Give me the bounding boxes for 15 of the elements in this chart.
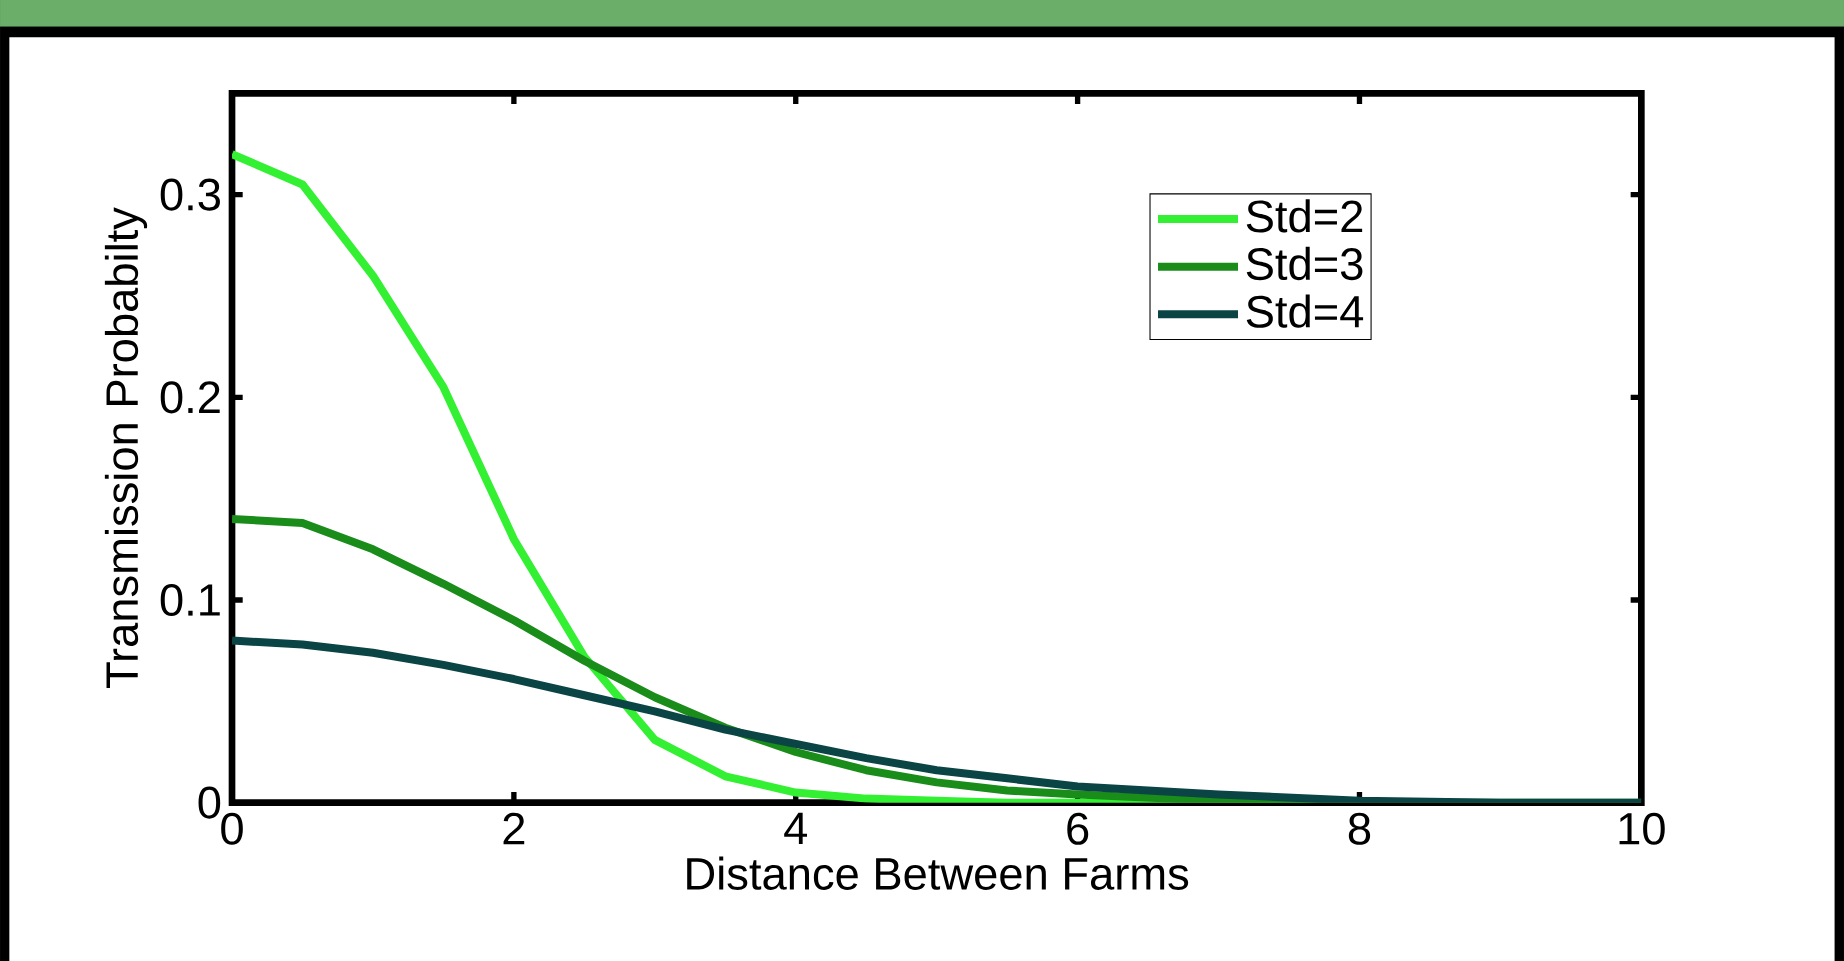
x-tick-label: 0 [221, 812, 243, 845]
x-tick-label: 10 [1619, 812, 1665, 845]
legend-label: Std=4 [1246, 294, 1364, 328]
legend-label: Std=2 [1246, 199, 1363, 233]
x-axis-title: Distance Between Farms [687, 856, 1189, 890]
x-tick-label: 8 [1348, 812, 1371, 845]
x-tick-label: 4 [784, 812, 808, 844]
legend-label: Std=3 [1246, 246, 1363, 280]
y-tick-label: 0.3 [160, 178, 220, 211]
x-tick-label: 6 [1067, 812, 1089, 845]
y-axis-title: Transmission Probabilty [104, 207, 148, 688]
y-tick-label: 0.1 [160, 583, 220, 616]
y-tick-label: 0.2 [160, 381, 220, 414]
y-tick-label: 0 [198, 786, 221, 819]
x-tick-label: 2 [503, 812, 525, 845]
